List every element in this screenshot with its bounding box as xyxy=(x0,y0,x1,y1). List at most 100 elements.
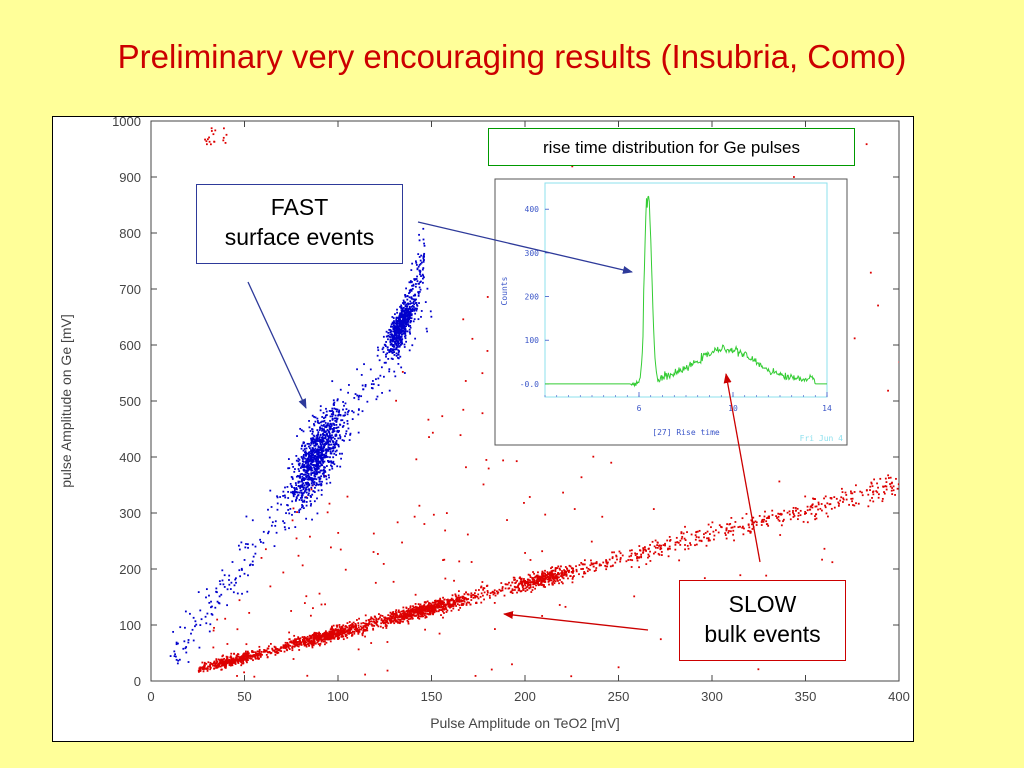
scatter-point xyxy=(321,457,324,459)
scatter-point xyxy=(215,665,218,668)
scatter-point xyxy=(830,507,833,510)
scatter-point xyxy=(331,409,334,412)
scatter-point xyxy=(395,320,398,323)
scatter-point xyxy=(469,603,472,606)
scatter-point xyxy=(238,657,241,659)
scatter-point xyxy=(855,484,857,487)
scatter-point xyxy=(244,546,247,549)
scatter-point xyxy=(403,372,406,374)
scatter-point xyxy=(681,535,684,538)
scatter-point xyxy=(340,635,343,638)
scatter-point xyxy=(321,428,324,431)
scatter-point xyxy=(551,575,554,578)
scatter-point xyxy=(325,414,327,417)
scatter-point xyxy=(877,486,879,489)
scatter-point xyxy=(303,636,306,638)
scatter-point xyxy=(426,610,429,612)
scatter-point xyxy=(556,577,559,580)
scatter-point xyxy=(323,474,325,477)
scatter-point xyxy=(852,504,854,506)
scatter-point xyxy=(317,445,320,448)
scatter-point xyxy=(455,605,458,607)
scatter-point xyxy=(297,480,300,483)
scatter-point xyxy=(518,583,521,585)
scatter-point xyxy=(707,539,710,542)
scatter-point xyxy=(324,449,327,451)
scatter-point xyxy=(305,471,308,474)
scatter-point xyxy=(243,572,246,575)
scatter-point xyxy=(896,487,899,490)
scatter-point xyxy=(335,417,337,420)
scatter-point xyxy=(370,383,373,386)
scatter-point xyxy=(312,490,315,493)
scatter-point xyxy=(317,637,319,640)
scatter-point xyxy=(341,627,344,629)
scatter-point xyxy=(586,570,589,573)
scatter-point xyxy=(448,604,451,607)
scatter-point xyxy=(424,609,426,611)
scatter-point xyxy=(446,609,449,612)
scatter-point xyxy=(428,606,431,609)
scatter-point xyxy=(306,442,309,445)
scatter-point xyxy=(662,544,665,546)
scatter-point xyxy=(326,633,329,636)
scatter-point xyxy=(261,653,263,656)
scatter-point xyxy=(438,602,440,605)
scatter-point xyxy=(466,533,469,536)
scatter-point xyxy=(426,605,429,608)
scatter-point xyxy=(700,539,703,542)
scatter-point xyxy=(308,637,311,640)
scatter-point xyxy=(465,604,468,606)
scatter-point xyxy=(316,449,319,452)
scatter-point xyxy=(373,615,376,618)
scatter-point xyxy=(394,325,397,328)
scatter-point xyxy=(408,289,411,292)
scatter-point xyxy=(527,579,530,581)
scatter-point xyxy=(433,611,436,614)
scatter-point xyxy=(398,323,401,326)
scatter-point xyxy=(398,331,401,333)
scatter-point xyxy=(226,588,229,591)
scatter-point xyxy=(680,537,683,540)
scatter-point xyxy=(808,508,811,511)
scatter-point xyxy=(316,641,319,644)
scatter-point xyxy=(730,516,733,519)
scatter-point xyxy=(295,496,298,499)
scatter-point xyxy=(885,481,888,483)
scatter-point xyxy=(259,654,261,656)
scatter-point xyxy=(392,348,395,351)
scatter-point xyxy=(325,441,327,444)
scatter-point xyxy=(572,569,574,572)
scatter-point xyxy=(317,643,320,646)
scatter-point xyxy=(399,615,402,618)
scatter-point xyxy=(212,662,215,665)
scatter-point xyxy=(274,651,277,654)
scatter-point xyxy=(333,452,336,455)
scatter-point xyxy=(320,464,323,467)
scatter-point xyxy=(316,440,319,442)
scatter-point xyxy=(320,493,323,496)
scatter-point xyxy=(636,556,639,559)
scatter-point xyxy=(683,537,686,540)
scatter-point xyxy=(274,520,277,523)
scatter-point xyxy=(379,614,382,617)
scatter-point xyxy=(291,478,294,480)
inset-y-tick-label: -0.0 xyxy=(520,380,539,389)
scatter-point xyxy=(210,606,212,609)
scatter-point xyxy=(871,497,873,499)
scatter-point xyxy=(406,305,408,308)
scatter-point xyxy=(235,654,238,657)
scatter-point xyxy=(327,461,330,463)
scatter-point xyxy=(454,593,457,596)
scatter-point xyxy=(537,584,540,587)
scatter-point xyxy=(409,319,412,322)
scatter-point xyxy=(394,375,397,378)
scatter-point xyxy=(464,597,467,600)
scatter-point xyxy=(401,333,404,336)
scatter-point xyxy=(542,575,545,578)
scatter-point xyxy=(630,549,633,552)
scatter-point xyxy=(274,646,276,649)
scatter-point xyxy=(815,505,818,508)
scatter-point xyxy=(330,625,333,628)
